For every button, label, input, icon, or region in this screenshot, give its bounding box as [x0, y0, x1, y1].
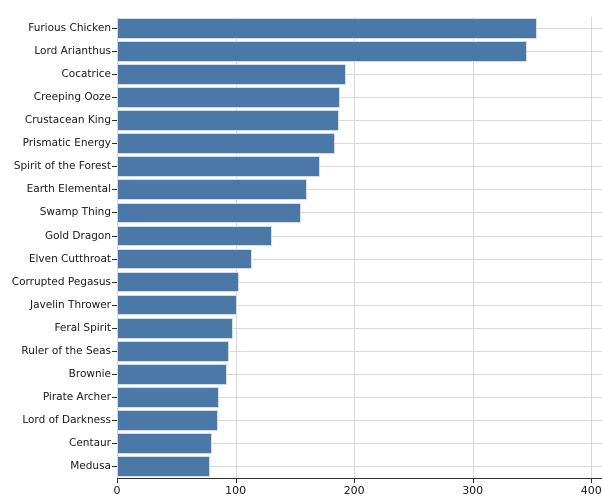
bar-gold-dragon: [117, 225, 273, 247]
y-tick: [112, 143, 117, 145]
bar-ruler-of-the-seas: [117, 340, 229, 362]
y-tick: [112, 396, 117, 398]
y-tick-label-brownie: Brownie: [68, 367, 111, 380]
bar-feral-spirit: [117, 317, 234, 339]
bar-furious-chicken: [117, 18, 537, 39]
y-tick: [112, 373, 117, 375]
y-tick-label-ruler-of-the-seas: Ruler of the Seas: [21, 344, 111, 357]
y-gridline: [117, 120, 602, 122]
y-tick-label-crustacean-king: Crustacean King: [24, 114, 111, 127]
bar-javelin-thrower: [117, 294, 237, 316]
y-gridline: [117, 350, 602, 352]
bar-elven-cutthroat: [117, 248, 253, 270]
y-tick: [112, 258, 117, 260]
y-gridline: [117, 258, 602, 260]
bar-corrupted-pegasus: [117, 271, 240, 293]
y-tick: [112, 442, 117, 444]
y-tick-label-elven-cutthroat: Elven Cutthroat: [28, 252, 111, 265]
y-tick-label-gold-dragon: Gold Dragon: [44, 229, 111, 242]
bar-lord-of-darkness: [117, 410, 218, 431]
y-gridline: [117, 166, 602, 168]
bar-crustacean-king: [117, 110, 339, 132]
x-tick-label-300: 300: [462, 484, 484, 497]
y-tick-label-pirate-archer: Pirate Archer: [42, 390, 111, 403]
bar-brownie: [117, 363, 228, 385]
y-tick: [112, 281, 117, 283]
y-gridline: [117, 235, 602, 237]
bar-pirate-archer: [117, 386, 219, 408]
bar-cocatrice: [117, 64, 346, 85]
y-gridline: [117, 419, 602, 421]
y-gridline: [117, 327, 602, 329]
x-tick-0: [117, 478, 118, 483]
x-tick-label-200: 200: [343, 484, 365, 497]
y-gridline: [117, 304, 602, 306]
y-tick: [112, 419, 117, 421]
y-tick-label-creeping-ooze: Creeping Ooze: [33, 91, 111, 104]
y-tick-label-feral-spirit: Feral Spirit: [54, 321, 111, 334]
bar-centaur: [117, 433, 212, 454]
y-gridline: [117, 281, 602, 283]
y-gridline: [117, 212, 602, 214]
y-tick-label-lord-arianthus: Lord Arianthus: [34, 45, 111, 58]
y-tick-label-cocatrice: Cocatrice: [61, 68, 111, 81]
y-gridline: [117, 143, 602, 145]
y-gridline: [117, 189, 602, 191]
y-tick-label-swamp-thing: Swamp Thing: [39, 206, 111, 219]
x-tick-label-0: 0: [113, 484, 121, 497]
x-gridline-200: [354, 17, 356, 478]
y-tick: [112, 120, 117, 122]
y-tick-label-prismatic-energy: Prismatic Energy: [22, 137, 111, 150]
y-gridline: [117, 396, 602, 398]
plot-area: [117, 17, 602, 478]
x-gridline-0: [117, 17, 118, 478]
x-gridline-100: [235, 17, 237, 478]
bar-spirit-of-the-forest: [117, 156, 320, 178]
x-tick-200: [354, 478, 356, 483]
x-gridline-300: [472, 17, 474, 478]
y-gridline: [117, 373, 602, 375]
y-tick-label-lord-of-darkness: Lord of Darkness: [22, 413, 111, 426]
bar-swamp-thing: [117, 202, 301, 224]
y-tick-label-spirit-of-the-forest: Spirit of the Forest: [13, 160, 111, 173]
y-tick-label-furious-chicken: Furious Chicken: [28, 22, 111, 34]
y-tick: [112, 28, 117, 29]
bar-creeping-ooze: [117, 87, 340, 109]
y-tick: [112, 327, 117, 329]
y-tick: [112, 304, 117, 306]
y-tick: [112, 97, 117, 99]
y-gridline: [117, 442, 602, 444]
y-gridline: [117, 74, 602, 76]
y-tick: [112, 51, 117, 53]
y-tick: [112, 212, 117, 214]
bar-earth-elemental: [117, 179, 307, 201]
y-tick: [112, 189, 117, 191]
y-tick-label-earth-elemental: Earth Elemental: [26, 183, 111, 196]
y-gridline: [117, 97, 602, 99]
bar-medusa: [117, 456, 210, 477]
x-tick-100: [235, 478, 237, 483]
x-tick-300: [472, 478, 474, 483]
y-tick: [112, 74, 117, 76]
x-tick-label-100: 100: [225, 484, 247, 497]
bar-prismatic-energy: [117, 133, 336, 155]
y-tick-label-corrupted-pegasus: Corrupted Pegasus: [11, 275, 111, 288]
y-tick: [112, 235, 117, 237]
bar-lord-arianthus: [117, 41, 528, 62]
x-tick-label-400: 400: [580, 484, 602, 497]
y-tick-label-javelin-thrower: Javelin Thrower: [30, 298, 111, 311]
x-gridline-400: [591, 17, 593, 478]
y-tick: [112, 166, 117, 168]
y-tick: [112, 350, 117, 352]
x-axis-line: [117, 477, 602, 479]
y-gridline: [117, 466, 602, 467]
y-tick: [112, 466, 117, 467]
x-tick-400: [591, 478, 593, 483]
y-tick-label-centaur: Centaur: [69, 436, 111, 449]
y-tick-label-medusa: Medusa: [70, 460, 111, 472]
